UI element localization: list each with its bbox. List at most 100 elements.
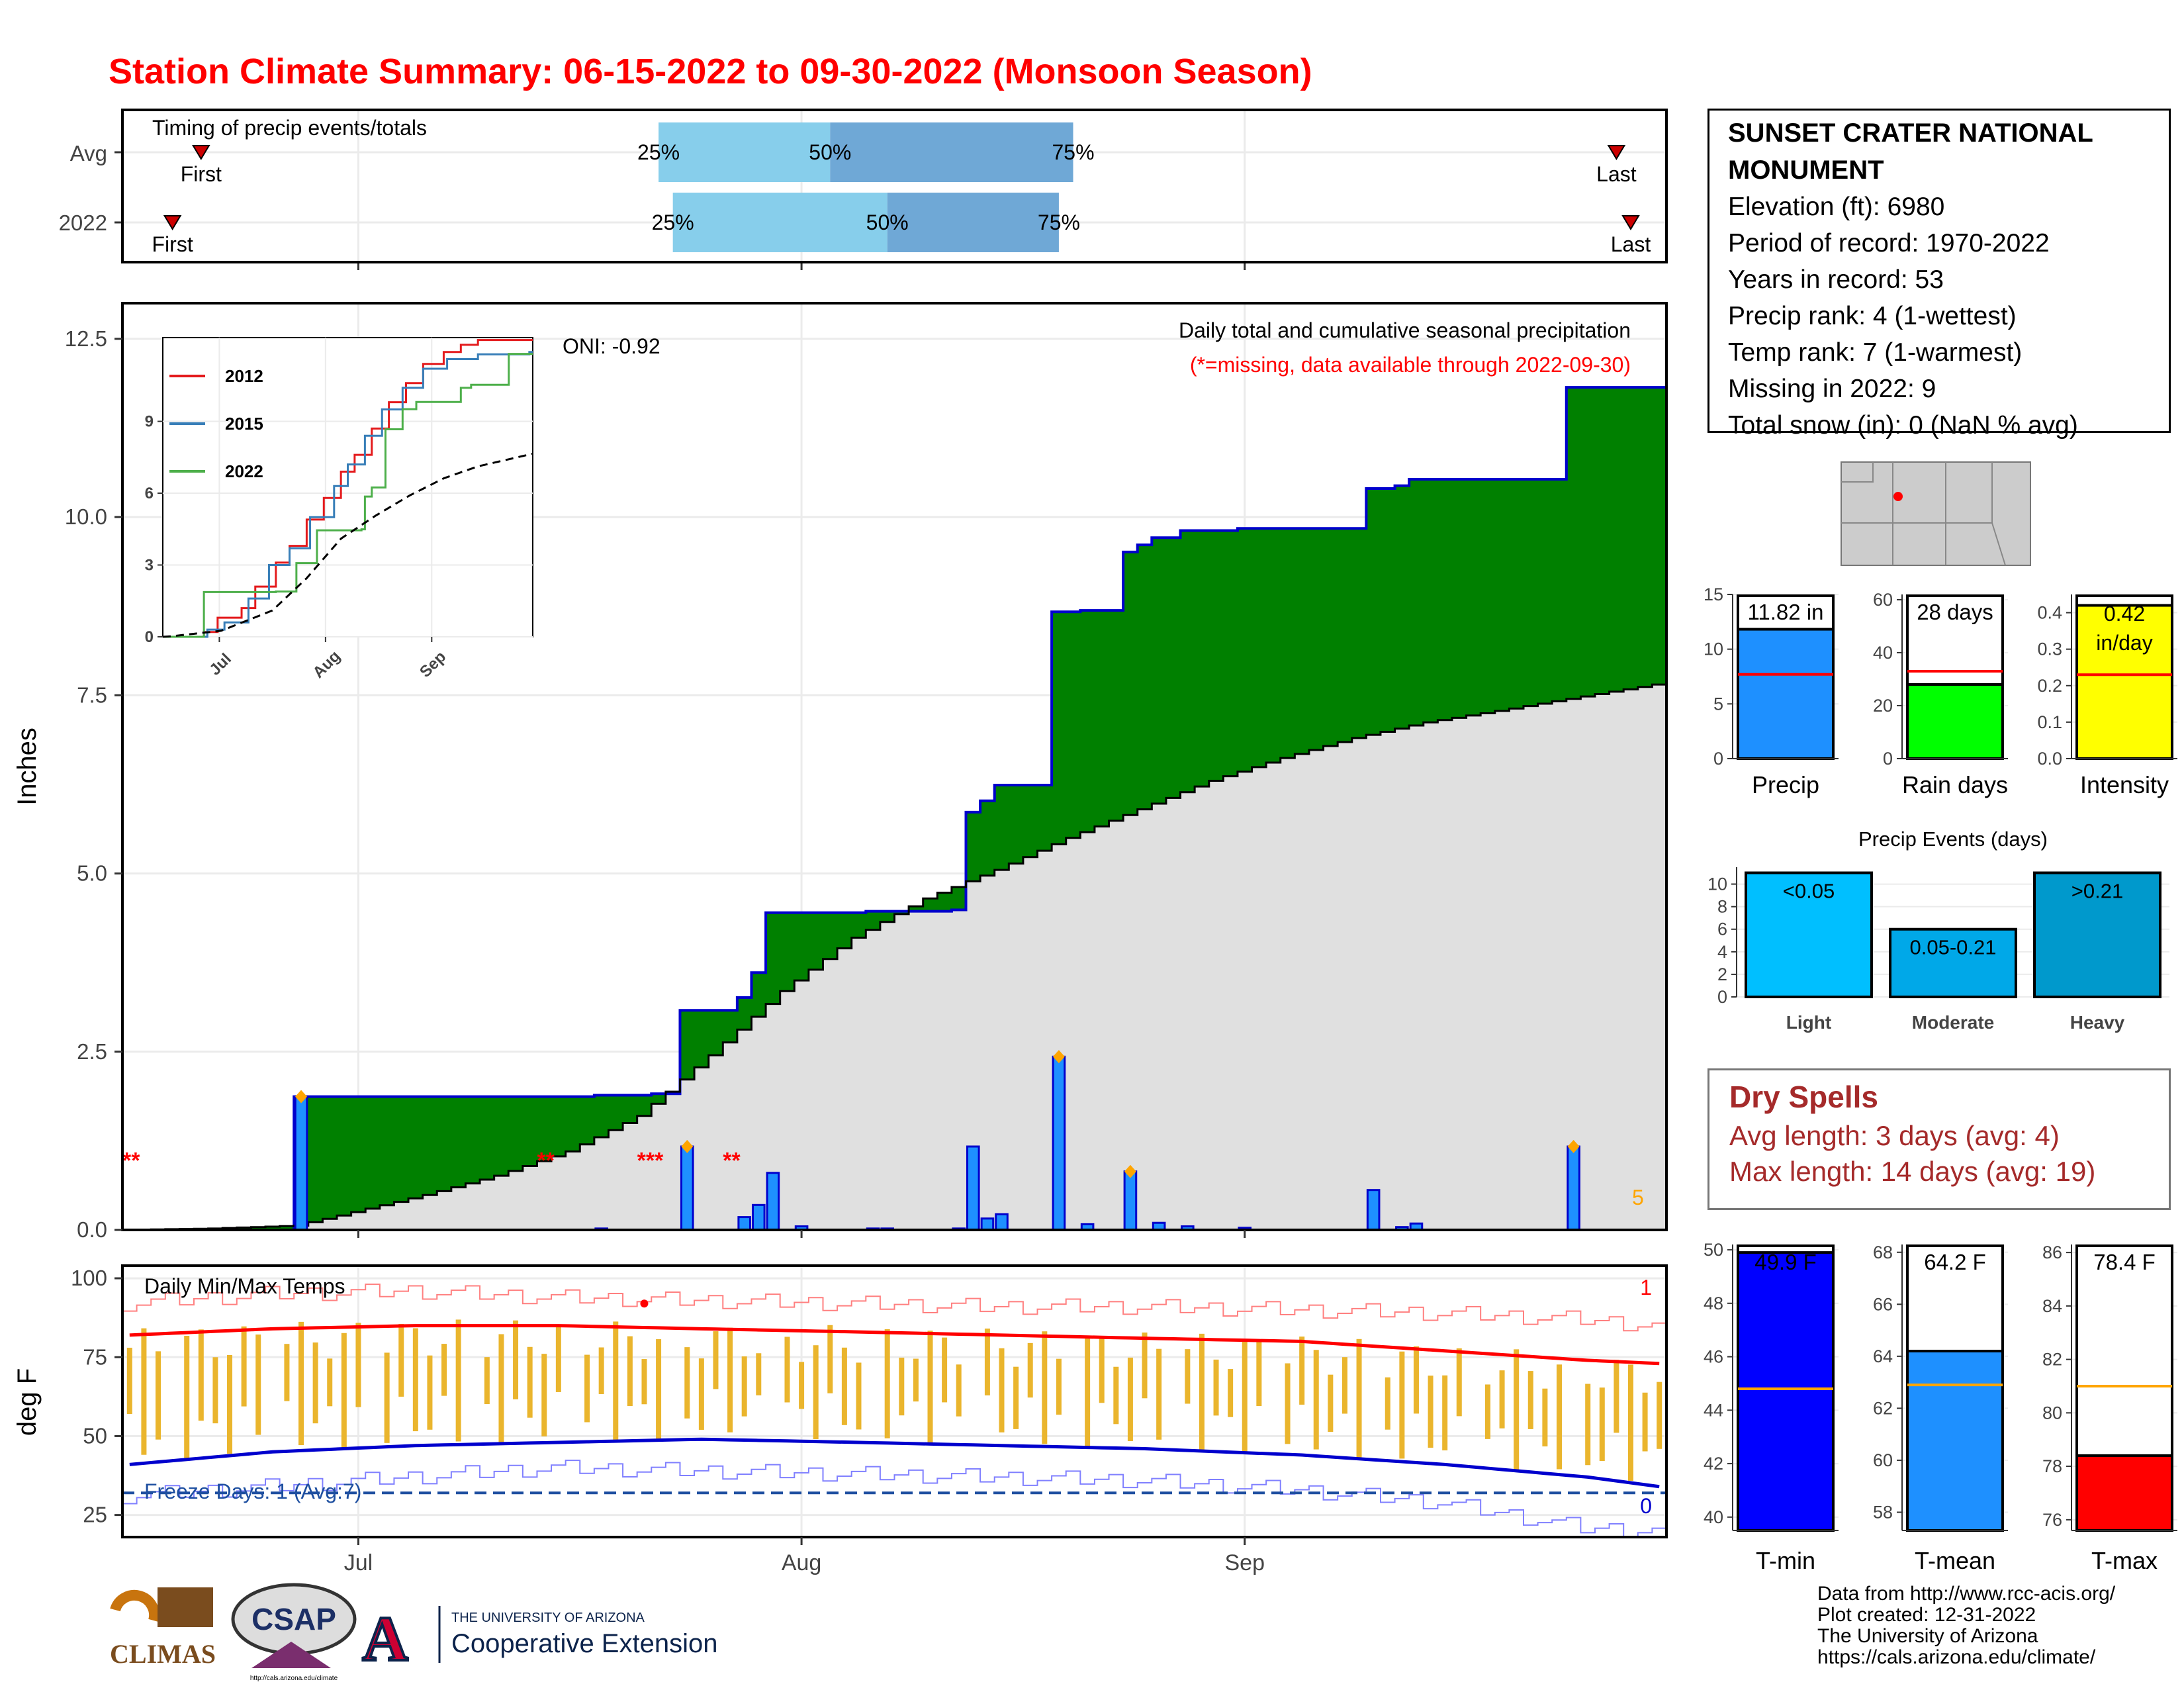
daily-temp-range-bar (1027, 1342, 1033, 1398)
timing-q50-label: 50% (866, 211, 909, 234)
precip-peak-marker (1124, 1164, 1136, 1178)
station-location-dot (1893, 492, 1903, 501)
daily-temp-range-bar (1228, 1369, 1234, 1417)
daily-temp-range-bar (1556, 1364, 1562, 1470)
events-category-label: Light (1786, 1012, 1831, 1033)
missing-data-marker: ** (537, 1148, 555, 1173)
summary-y-tick-label: 40 (1873, 643, 1893, 663)
daily-temp-range-bar (1342, 1357, 1347, 1414)
daily-precip-bar (995, 1213, 1009, 1231)
summary-y-tick-label: 20 (1873, 696, 1893, 716)
summary-bar-intensity (2075, 604, 2173, 760)
timing-q75-label: 75% (1038, 211, 1080, 234)
daily-temp-range-bar (813, 1345, 819, 1439)
record-high-count: 1 (1640, 1276, 1652, 1299)
credit-line: Data from http://www.rcc-acis.org/ (1817, 1583, 2116, 1605)
daily-temp-range-bar (498, 1334, 504, 1444)
daily-temp-range-bar (913, 1358, 919, 1402)
daily-temp-range-bar (1127, 1357, 1133, 1442)
summary-y-tick-label: 0.3 (2037, 639, 2062, 659)
avg-cumulative-area (122, 684, 1666, 1230)
cumulative-2022-line (122, 386, 1666, 1231)
daily-temp-range-bar (799, 1362, 805, 1409)
cumulative-2022-area (122, 387, 1666, 1230)
daily-temp-range-bar (1413, 1346, 1419, 1414)
summary-y-tick-label: 82 (2042, 1350, 2062, 1370)
summary-y-tick-label: 76 (2042, 1510, 2062, 1530)
record-max-line (122, 1284, 1666, 1332)
daily-temp-range-bar (1428, 1376, 1433, 1448)
timing-first-label: First (152, 232, 193, 256)
timing-bar-2022-q25-q50 (672, 193, 887, 252)
summary-y-tick-label: 60 (1873, 590, 1893, 610)
daily-temp-range-bar (184, 1336, 190, 1459)
precip-frame (121, 302, 1668, 1231)
daily-temp-range-bar (584, 1354, 590, 1423)
station-missing: Missing in 2022: 9 (1728, 375, 1936, 403)
ua-logo-letter: A (362, 1603, 408, 1674)
daily-temp-range-bar (684, 1347, 690, 1419)
station-info-box: SUNSET CRATER NATIONAL MONUMENT Elevatio… (1707, 109, 2171, 440)
events-bar-label: 0.05-0.21 (1910, 936, 1997, 959)
summary-y-tick-label: 68 (1873, 1243, 1893, 1262)
daily-temp-range-bar (427, 1355, 433, 1430)
credit-line: Plot created: 12-31-2022 (1817, 1604, 2036, 1626)
daily-temp-range-bar (255, 1335, 261, 1435)
summary-value-label: 78.4 F (2093, 1250, 2156, 1274)
summary-value-label: 64.2 F (1924, 1250, 1986, 1274)
daily-temp-range-bar (1199, 1333, 1205, 1450)
daily-temp-range-bar (1657, 1382, 1662, 1449)
daily-temp-range-bar (856, 1362, 862, 1430)
precip-annotation-title: Daily total and cumulative seasonal prec… (1179, 318, 1631, 342)
inset-x-tick-label: Sep (416, 648, 449, 681)
summary-y-tick-label: 0 (1713, 749, 1723, 769)
daily-temp-range-bar (984, 1329, 990, 1395)
summary-y-tick-label: 0.1 (2037, 712, 2062, 732)
daily-temp-range-bar (1185, 1349, 1191, 1404)
daily-temp-range-bar (1313, 1350, 1319, 1450)
inset-series-line-2015 (163, 351, 533, 638)
missing-data-marker: ** (122, 1148, 140, 1173)
daily-temp-range-bar (1256, 1339, 1262, 1407)
timing-last-marker (1607, 145, 1626, 160)
daily-temp-range-bar (741, 1356, 747, 1417)
events-category-label: Moderate (1912, 1012, 1994, 1033)
timing-bar-avg-q25-q50 (659, 122, 831, 182)
daily-precip-bar (1366, 1189, 1381, 1231)
avg-cumulative-line (122, 683, 1666, 1231)
daily-temp-range-bar (1328, 1374, 1334, 1432)
precip-y-tick-label: 12.5 (65, 326, 107, 351)
daily-temp-range-bar (1299, 1336, 1305, 1405)
inset-y-tick-label: 6 (145, 485, 154, 502)
daily-temp-range-bar (713, 1331, 719, 1389)
avg-min-line (129, 1437, 1660, 1489)
daily-temp-range-bar (284, 1344, 290, 1401)
temp-y-tick-label: 100 (71, 1266, 107, 1290)
daily-temp-range-bar (513, 1320, 519, 1399)
daily-temp-range-bar (1585, 1383, 1591, 1466)
daily-temp-range-bar (1156, 1348, 1162, 1440)
daily-temp-range-bar (527, 1346, 533, 1418)
timing-q25-label: 25% (652, 211, 694, 234)
summary-y-tick-label: 80 (2042, 1403, 2062, 1423)
daily-temp-range-bar (455, 1319, 461, 1442)
summary-value-label: 49.9 F (1754, 1250, 1817, 1274)
summary-value-label: in/day (2096, 631, 2152, 655)
daily-temp-range-bar (999, 1348, 1005, 1432)
daily-precip-bar (1052, 1055, 1066, 1231)
summary-y-tick-label: 40 (1704, 1507, 1723, 1527)
daily-temp-range-bar (942, 1337, 948, 1403)
inset-y-tick-label: 9 (145, 413, 154, 431)
daily-temp-range-bar (484, 1357, 490, 1405)
temp-title: Daily Min/Max Temps (144, 1274, 345, 1298)
temp-y-label: deg F (13, 1368, 42, 1436)
summary-value-label: 0.42 (2104, 602, 2145, 626)
record-high-marker (640, 1299, 649, 1308)
precip-peak-marker (681, 1140, 694, 1153)
summary-y-tick-label: 5 (1713, 694, 1723, 714)
dry-spells-max: Max length: 14 days (avg: 19) (1729, 1156, 2096, 1187)
inset-x-tick-label: Jul (206, 650, 235, 679)
daily-temp-range-bar (1442, 1375, 1448, 1451)
summary-y-tick-label: 64 (1873, 1346, 1893, 1366)
daily-temp-range-bar (1614, 1360, 1619, 1433)
